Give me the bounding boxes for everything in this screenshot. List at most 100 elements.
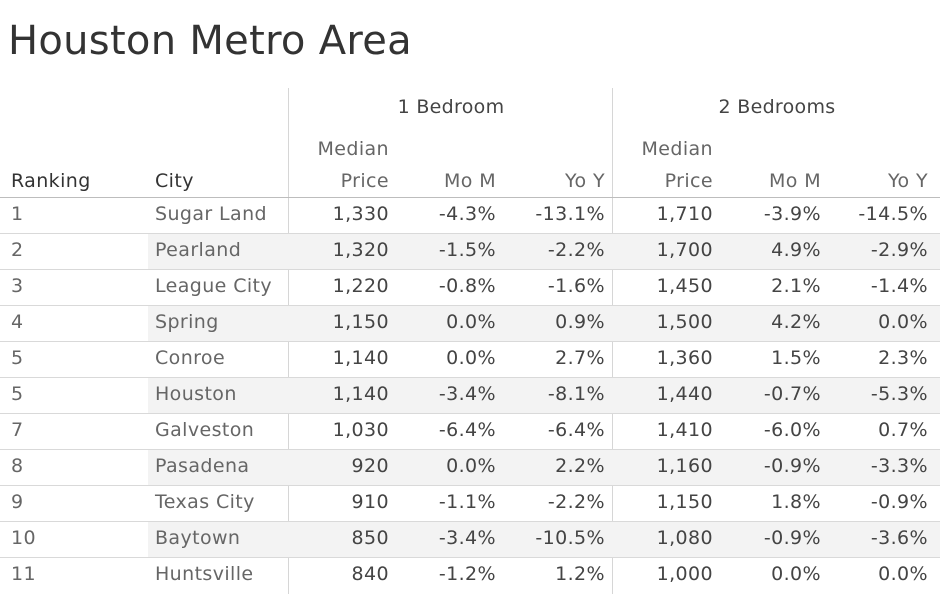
- row-divider: [0, 305, 940, 306]
- table-row: 10 Baytown 850 -3.4% -10.5% 1,080 -0.9% -3.6%: [0, 521, 940, 557]
- cell-ranking: 2: [11, 239, 24, 261]
- cell-median-price-2bed: 1,150: [656, 491, 713, 513]
- header-mom-1bed: Mo M: [443, 170, 496, 192]
- cell-median-price-2bed: 1,710: [656, 203, 713, 225]
- cell-city: Houston: [155, 383, 237, 405]
- table-body: 1 Sugar Land 1,330 -4.3% -13.1% 1,710 -3.9% -14…: [0, 197, 940, 593]
- cell-median-price-1bed: 910: [351, 491, 389, 513]
- cell-yoy-2bed: -1.4%: [870, 275, 928, 297]
- table-row: 5 Houston 1,140 -3.4% -8.1% 1,440 -0.7% -5.3%: [0, 377, 940, 413]
- cell-ranking: 10: [11, 527, 36, 549]
- table-row: 1 Sugar Land 1,330 -4.3% -13.1% 1,710 -3.9% -14…: [0, 197, 940, 233]
- cell-median-price-2bed: 1,360: [656, 347, 713, 369]
- cell-median-price-1bed: 920: [351, 455, 389, 477]
- row-divider: [0, 485, 940, 486]
- cell-ranking: 8: [11, 455, 24, 477]
- cell-yoy-1bed: 1.2%: [555, 563, 605, 585]
- table-row: 3 League City 1,220 -0.8% -1.6% 1,450 2.1% -1.4…: [0, 269, 940, 305]
- cell-median-price-1bed: 1,320: [332, 239, 389, 261]
- cell-yoy-1bed: -10.5%: [535, 527, 605, 549]
- cell-median-price-2bed: 1,080: [656, 527, 713, 549]
- cell-ranking: 1: [11, 203, 24, 225]
- cell-yoy-2bed: -5.3%: [870, 383, 928, 405]
- table-row: 9 Texas City 910 -1.1% -2.2% 1,150 1.8% -0.9%: [0, 485, 940, 521]
- row-band: [148, 485, 940, 521]
- row-band: [148, 341, 940, 377]
- cell-city: Pasadena: [155, 455, 250, 477]
- header-price-2bed: Price: [664, 170, 713, 192]
- row-band: [148, 377, 940, 413]
- row-divider: [0, 341, 940, 342]
- cell-city: Texas City: [155, 491, 255, 513]
- cell-mom-2bed: -0.7%: [763, 383, 821, 405]
- cell-mom-1bed: 0.0%: [446, 455, 496, 477]
- cell-city: Pearland: [155, 239, 242, 261]
- header-yoy-1bed: Yo Y: [565, 170, 605, 192]
- cell-yoy-1bed: -8.1%: [547, 383, 605, 405]
- cell-city: Conroe: [155, 347, 226, 369]
- table-row: 11 Huntsville 840 -1.2% 1.2% 1,000 0.0% 0.0%: [0, 557, 940, 593]
- cell-mom-1bed: -1.5%: [438, 239, 496, 261]
- cell-yoy-1bed: -2.2%: [547, 491, 605, 513]
- cell-yoy-1bed: -6.4%: [547, 419, 605, 441]
- header-price-1bed: Price: [340, 170, 389, 192]
- row-band: [148, 233, 940, 269]
- cell-mom-1bed: 0.0%: [446, 347, 496, 369]
- cell-median-price-1bed: 840: [351, 563, 389, 585]
- cell-yoy-2bed: -14.5%: [858, 203, 928, 225]
- cell-yoy-2bed: 0.0%: [878, 311, 928, 333]
- cell-mom-1bed: -3.4%: [438, 527, 496, 549]
- cell-mom-2bed: 2.1%: [771, 275, 821, 297]
- cell-yoy-1bed: -13.1%: [535, 203, 605, 225]
- cell-mom-2bed: -3.9%: [763, 203, 821, 225]
- cell-mom-2bed: -6.0%: [763, 419, 821, 441]
- cell-ranking: 4: [11, 311, 24, 333]
- cell-ranking: 3: [11, 275, 24, 297]
- cell-yoy-1bed: 2.7%: [555, 347, 605, 369]
- header-mom-2bed: Mo M: [768, 170, 821, 192]
- cell-median-price-1bed: 1,150: [332, 311, 389, 333]
- header-ranking: Ranking: [11, 170, 91, 192]
- cell-median-price-1bed: 850: [351, 527, 389, 549]
- header-median-1bed: Median: [317, 138, 389, 160]
- cell-yoy-1bed: 0.9%: [555, 311, 605, 333]
- cell-median-price-2bed: 1,700: [656, 239, 713, 261]
- cell-city: League City: [155, 275, 273, 297]
- cell-median-price-1bed: 1,140: [332, 347, 389, 369]
- row-band: [148, 305, 940, 341]
- row-divider: [0, 557, 940, 558]
- group-header-2-bedrooms: 2 Bedrooms: [718, 96, 836, 118]
- row-band: [148, 557, 940, 593]
- table-row: 7 Galveston 1,030 -6.4% -6.4% 1,410 -6.0% 0.7%: [0, 413, 940, 449]
- cell-city: Spring: [155, 311, 219, 333]
- cell-yoy-2bed: 0.7%: [878, 419, 928, 441]
- cell-mom-2bed: 4.9%: [771, 239, 821, 261]
- cell-yoy-1bed: 2.2%: [555, 455, 605, 477]
- cell-mom-1bed: -1.2%: [438, 563, 496, 585]
- cell-mom-1bed: -6.4%: [438, 419, 496, 441]
- table-row: 4 Spring 1,150 0.0% 0.9% 1,500 4.2% 0.0%: [0, 305, 940, 341]
- row-divider: [0, 413, 940, 414]
- table-row: 5 Conroe 1,140 0.0% 2.7% 1,360 1.5% 2.3%: [0, 341, 940, 377]
- header-median-2bed: Median: [641, 138, 713, 160]
- cell-ranking: 9: [11, 491, 24, 513]
- table-row: 2 Pearland 1,320 -1.5% -2.2% 1,700 4.9% -2.9%: [0, 233, 940, 269]
- cell-median-price-2bed: 1,450: [656, 275, 713, 297]
- cell-median-price-1bed: 1,220: [332, 275, 389, 297]
- cell-median-price-2bed: 1,000: [656, 563, 713, 585]
- cell-yoy-2bed: -3.6%: [870, 527, 928, 549]
- cell-median-price-2bed: 1,500: [656, 311, 713, 333]
- cell-mom-1bed: 0.0%: [446, 311, 496, 333]
- row-divider: [0, 521, 940, 522]
- row-divider: [0, 377, 940, 378]
- cell-yoy-2bed: 2.3%: [878, 347, 928, 369]
- cell-yoy-2bed: -3.3%: [870, 455, 928, 477]
- cell-mom-2bed: 1.8%: [771, 491, 821, 513]
- header-yoy-2bed: Yo Y: [888, 170, 928, 192]
- cell-city: Sugar Land: [155, 203, 267, 225]
- cell-city: Baytown: [155, 527, 241, 549]
- cell-mom-2bed: 0.0%: [771, 563, 821, 585]
- cell-median-price-2bed: 1,410: [656, 419, 713, 441]
- cell-ranking: 5: [11, 347, 24, 369]
- row-divider: [0, 269, 940, 270]
